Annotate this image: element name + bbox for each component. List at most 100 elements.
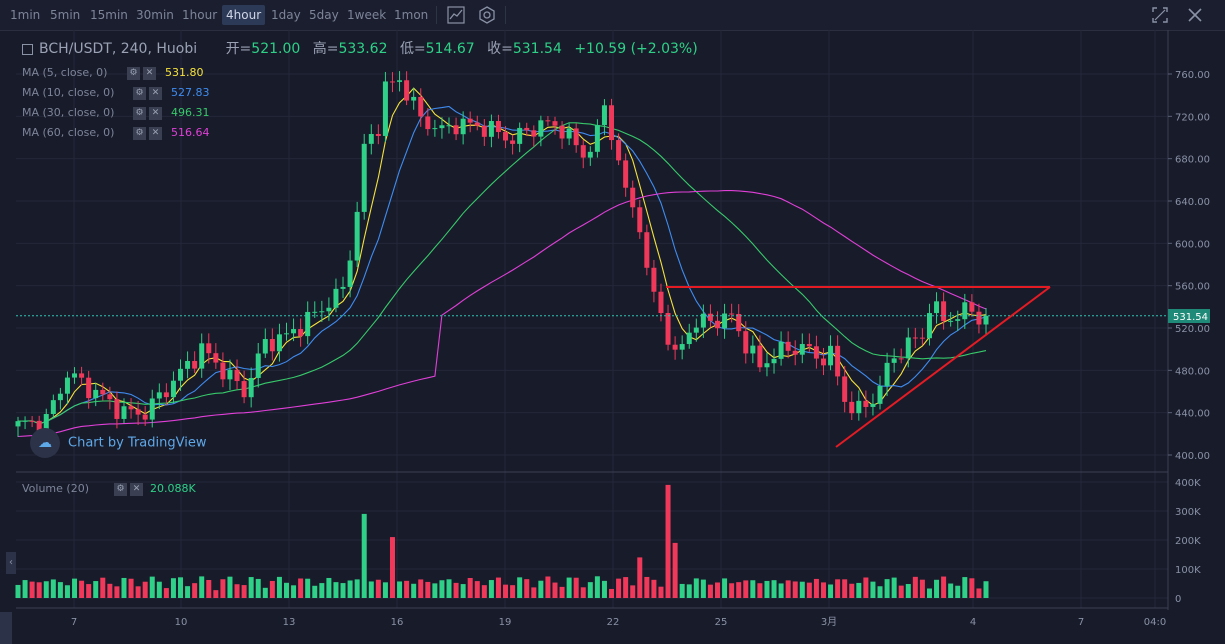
candle-body (601, 105, 607, 126)
candle-body (333, 288, 339, 308)
x-tick-label: 7 (1078, 617, 1084, 628)
interval-4hour[interactable]: 4hour (222, 5, 266, 25)
interval-1mon[interactable]: 1mon (394, 8, 429, 22)
y-tick-label: 640.00 (1175, 197, 1210, 208)
support-trendline[interactable] (835, 286, 1051, 448)
interval-1min[interactable]: 1min (10, 8, 41, 22)
volume-bar (665, 484, 671, 598)
volume-bar (757, 583, 763, 598)
ma-30-line (17, 122, 987, 425)
candle-body (559, 125, 565, 139)
interval-1hour[interactable]: 1hour (182, 8, 218, 22)
candle-body (397, 80, 403, 82)
indicator-icon[interactable] (445, 4, 467, 26)
volume-bar (630, 585, 636, 598)
collapse-legend-icon[interactable] (22, 43, 33, 55)
collapse-panel-icon[interactable]: ‹ (6, 552, 16, 574)
gear-icon[interactable]: ⚙ (114, 482, 127, 496)
fullscreen-icon[interactable] (1149, 4, 1171, 26)
toolbar: 1min 5min 15min 30min 1hour 4hour 1day 5… (0, 0, 1225, 31)
volume-bar (517, 577, 523, 598)
volume-bar (750, 580, 756, 598)
volume-bar (467, 577, 473, 598)
candle-body (778, 341, 784, 359)
volume-bar (926, 588, 932, 598)
volume-bar (36, 582, 42, 598)
remove-icon[interactable]: ✕ (149, 126, 162, 140)
trend-drawings[interactable] (666, 286, 1051, 448)
volume-bar (559, 586, 565, 598)
low-value: 514.67 (425, 41, 475, 57)
volume-bar (552, 582, 558, 598)
gear-icon[interactable]: ⚙ (127, 66, 140, 80)
candle-body (255, 353, 261, 378)
settings-icon[interactable] (476, 4, 498, 26)
candle-body (213, 353, 219, 363)
candle-body (820, 358, 826, 366)
interval-1day[interactable]: 1day (271, 8, 301, 22)
volume-bar (644, 576, 650, 598)
remove-icon[interactable]: ✕ (143, 66, 156, 80)
volume-bar (64, 585, 70, 598)
volume-bar (849, 583, 855, 598)
candle-body (609, 105, 615, 141)
volume-bar (481, 585, 487, 598)
volume-bar (418, 579, 424, 598)
price-tag: 531.54 (1168, 309, 1210, 323)
candle-body (206, 343, 212, 354)
candle-body (404, 80, 410, 101)
volume-bar (842, 579, 848, 598)
volume-bar (651, 579, 657, 598)
gear-icon[interactable]: ⚙ (133, 106, 146, 120)
candle-body (948, 320, 954, 322)
candle-body (248, 377, 254, 398)
x-tick-label: 10 (175, 617, 188, 628)
volume-bar (291, 585, 297, 598)
change-value: +10.59 (+2.03%) (574, 41, 698, 57)
volume-bar (566, 577, 572, 598)
ma-value: 527.83 (171, 86, 210, 99)
tradingview-watermark[interactable]: ☁ Chart by TradingView (30, 428, 206, 458)
candle-body (616, 140, 622, 161)
volume-bar (248, 577, 254, 598)
side-panel-handle[interactable] (0, 612, 12, 644)
candle-body (79, 373, 85, 378)
candle-body (877, 385, 883, 404)
volume-bar (679, 583, 685, 598)
interval-5min[interactable]: 5min (50, 8, 81, 22)
volume-bar (50, 579, 56, 598)
volume-bar (891, 577, 897, 598)
volume-bar (361, 513, 367, 598)
candle-body (983, 315, 989, 325)
candle-body (283, 333, 289, 335)
gear-icon[interactable]: ⚙ (133, 86, 146, 100)
remove-icon[interactable]: ✕ (149, 106, 162, 120)
time-axis[interactable]: 7 10 13 16 19 22 25 3月 4 7 04:0 (71, 616, 1166, 628)
candle-body (93, 389, 99, 399)
candle-body (962, 302, 968, 320)
volume-bar (15, 584, 21, 598)
candle-body (192, 360, 198, 369)
volume-bar (488, 580, 494, 598)
interval-30min[interactable]: 30min (136, 8, 174, 22)
close-icon[interactable] (1184, 4, 1206, 26)
volume-bar (955, 585, 961, 598)
volume-bar (531, 587, 537, 598)
price-axis[interactable]: 400.00 440.00 480.00 520.00 560.00 600.00 640.… (1168, 70, 1210, 462)
candle-body (474, 122, 480, 126)
ma-label: MA (5, close, 0) (22, 66, 108, 79)
volume-bar (107, 583, 113, 598)
volume-bar (743, 580, 749, 598)
interval-1week[interactable]: 1week (347, 8, 387, 22)
interval-5day[interactable]: 5day (309, 8, 339, 22)
volume-bar (623, 577, 629, 598)
interval-15min[interactable]: 15min (90, 8, 128, 22)
remove-icon[interactable]: ✕ (130, 482, 143, 496)
volume-bar (276, 576, 282, 598)
remove-icon[interactable]: ✕ (149, 86, 162, 100)
volume-bar (898, 585, 904, 598)
gear-icon[interactable]: ⚙ (133, 126, 146, 140)
volume-bar (736, 582, 742, 598)
y-tick-label: 760.00 (1175, 70, 1210, 81)
